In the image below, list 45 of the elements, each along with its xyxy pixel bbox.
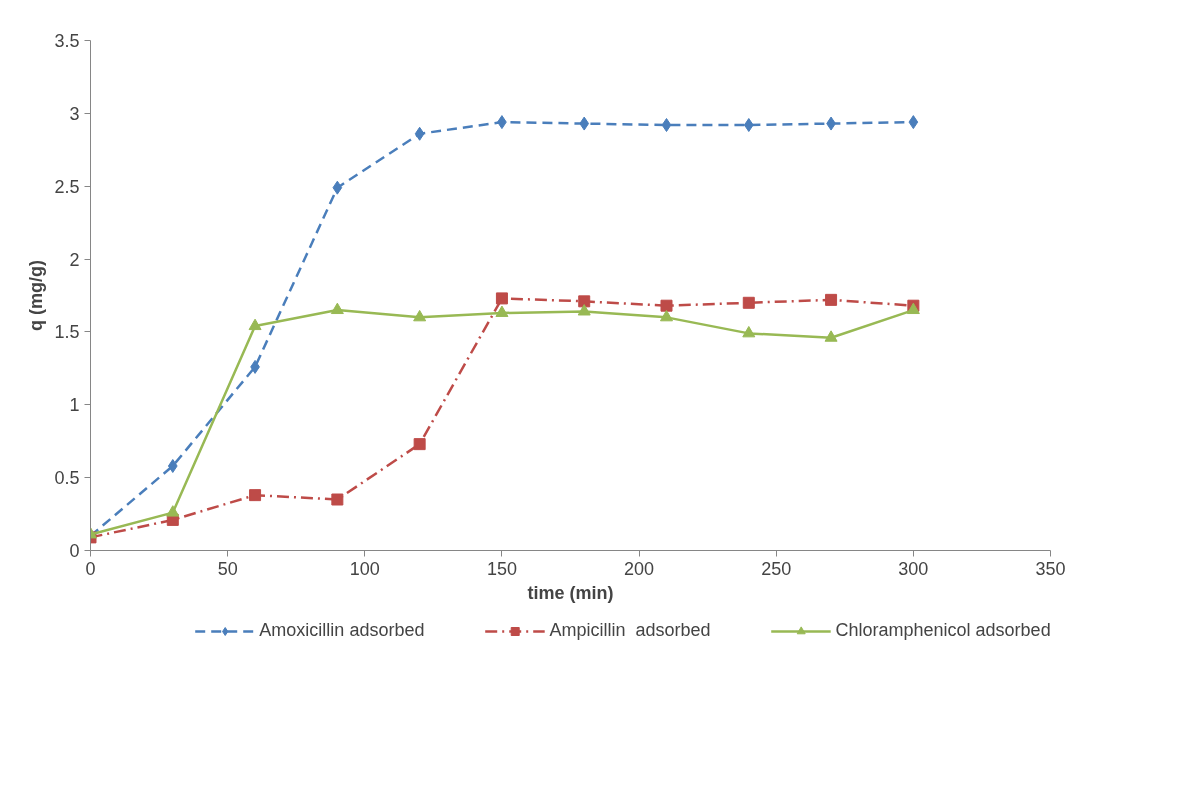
y-tick-label: 2.5 — [54, 176, 80, 197]
y-tick-label: 0 — [69, 541, 80, 561]
y-tick-label: 0.5 — [54, 468, 80, 489]
x-tick-label: 250 — [761, 558, 792, 579]
point — [742, 325, 756, 338]
point — [825, 293, 838, 306]
point — [661, 118, 672, 133]
point — [166, 505, 180, 517]
x-tick-label: 300 — [898, 558, 929, 579]
legend-label: Amoxicillin adsorbed — [259, 620, 425, 641]
x-tick-label: 350 — [1035, 558, 1066, 579]
x-axis-title: time (min) — [527, 582, 614, 603]
point — [743, 118, 754, 133]
legend-label: Ampicillin adsorbed — [549, 620, 711, 641]
point — [660, 299, 673, 312]
point — [908, 115, 919, 130]
point — [332, 180, 343, 195]
point — [577, 304, 591, 316]
x-tick-label: 100 — [349, 558, 380, 579]
x-tick-label: 200 — [624, 558, 655, 579]
point — [742, 296, 755, 309]
point — [495, 305, 509, 317]
y-tick-label: 3.5 — [54, 31, 80, 51]
legend-label: Chloramphenicol adsorbed — [835, 620, 1051, 641]
y-tick-label: 2 — [69, 249, 80, 270]
point — [824, 330, 838, 342]
point — [330, 302, 344, 315]
y-tick-label: 1 — [69, 395, 80, 416]
point — [249, 489, 262, 502]
point — [579, 116, 590, 131]
point — [248, 318, 262, 331]
x-tick-label: 50 — [217, 558, 238, 579]
point — [331, 493, 344, 506]
y-axis-title: q (mg/g) — [26, 260, 47, 331]
point — [578, 295, 591, 308]
point — [413, 438, 426, 451]
y-tick-label: 1.5 — [54, 322, 80, 343]
point — [414, 126, 425, 141]
point — [167, 458, 178, 473]
x-tick-label: 150 — [486, 558, 517, 579]
point — [413, 309, 427, 322]
y-tick-label: 3 — [69, 103, 80, 124]
x-tick-label: 0 — [85, 558, 96, 579]
point — [660, 309, 673, 322]
point — [495, 292, 508, 305]
